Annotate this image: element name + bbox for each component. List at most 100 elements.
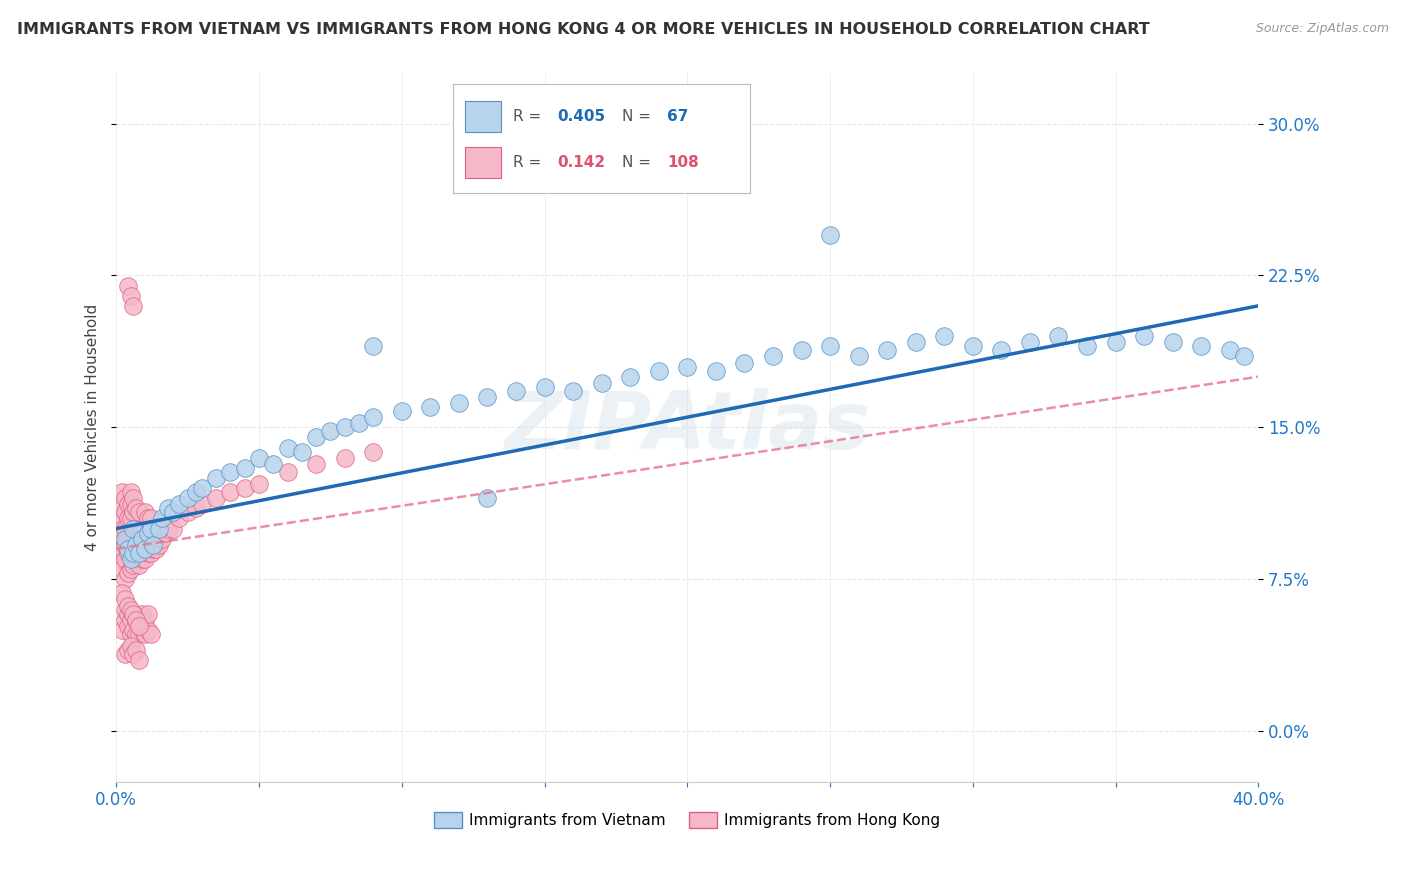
Point (205, 491, 228, 506)
Point (122, 647, 145, 661)
Point (139, 511, 162, 525)
Point (122, 505, 145, 519)
Point (477, 491, 499, 506)
Point (139, 522, 162, 536)
Point (167, 497, 190, 511)
Point (233, 460, 256, 475)
Point (117, 532, 139, 546)
Point (186, 485, 208, 500)
Point (1189, 339, 1212, 353)
Point (120, 552, 142, 566)
Point (136, 525, 159, 540)
Point (1076, 339, 1098, 353)
Point (120, 627, 142, 641)
Point (114, 491, 136, 506)
Point (114, 572, 136, 586)
Point (122, 299, 145, 313)
Point (186, 501, 208, 516)
Point (108, 532, 131, 546)
Point (117, 566, 139, 580)
Point (505, 384, 527, 398)
Point (117, 619, 139, 633)
Point (120, 562, 142, 576)
Point (162, 522, 184, 536)
Point (117, 511, 139, 525)
Point (111, 522, 134, 536)
Point (134, 627, 156, 641)
Point (277, 441, 299, 455)
Point (167, 511, 190, 525)
Point (134, 552, 156, 566)
Point (262, 457, 284, 471)
Point (128, 525, 150, 540)
Point (818, 227, 841, 242)
Point (191, 497, 214, 511)
Point (128, 653, 150, 667)
Point (117, 278, 139, 293)
Point (191, 481, 214, 495)
Point (128, 558, 150, 572)
Point (125, 501, 148, 516)
Point (120, 511, 142, 525)
Point (142, 525, 165, 540)
Point (128, 505, 150, 519)
Point (148, 522, 170, 536)
Point (1233, 350, 1256, 364)
Point (111, 541, 134, 556)
Point (114, 522, 136, 536)
Point (114, 613, 136, 627)
Point (125, 613, 148, 627)
Point (762, 350, 785, 364)
Point (117, 643, 139, 657)
Point (120, 546, 142, 560)
Point (122, 558, 145, 572)
Point (139, 546, 162, 560)
Point (904, 335, 927, 350)
Point (125, 538, 148, 552)
Point (131, 538, 153, 552)
Point (114, 552, 136, 566)
Point (648, 363, 671, 377)
Point (136, 623, 159, 637)
Point (619, 369, 641, 384)
Point (122, 623, 145, 637)
Point (117, 546, 139, 560)
Point (111, 562, 134, 576)
Point (148, 538, 170, 552)
Point (533, 380, 555, 394)
Point (305, 430, 328, 444)
Point (962, 339, 984, 353)
Point (117, 599, 139, 613)
Point (120, 289, 142, 303)
Point (219, 485, 242, 500)
Point (1219, 343, 1241, 358)
Point (233, 481, 256, 495)
Point (111, 501, 134, 516)
Point (391, 404, 413, 418)
Point (128, 546, 150, 560)
Point (305, 457, 328, 471)
Point (790, 343, 813, 358)
Point (1047, 329, 1070, 343)
Point (934, 329, 956, 343)
Point (704, 363, 727, 377)
Point (120, 497, 142, 511)
Point (876, 343, 898, 358)
Point (818, 339, 841, 353)
Point (134, 613, 156, 627)
Point (125, 613, 148, 627)
Point (117, 497, 139, 511)
Point (134, 522, 156, 536)
Y-axis label: 4 or more Vehicles in Household: 4 or more Vehicles in Household (86, 303, 100, 551)
Point (142, 538, 165, 552)
Point (128, 627, 150, 641)
Text: ZIPAtlas: ZIPAtlas (505, 388, 870, 467)
Point (361, 410, 384, 425)
Point (142, 541, 165, 556)
Point (447, 396, 470, 410)
Point (120, 613, 142, 627)
Point (419, 400, 441, 414)
Point (120, 639, 142, 653)
Point (145, 522, 167, 536)
Point (125, 538, 148, 552)
